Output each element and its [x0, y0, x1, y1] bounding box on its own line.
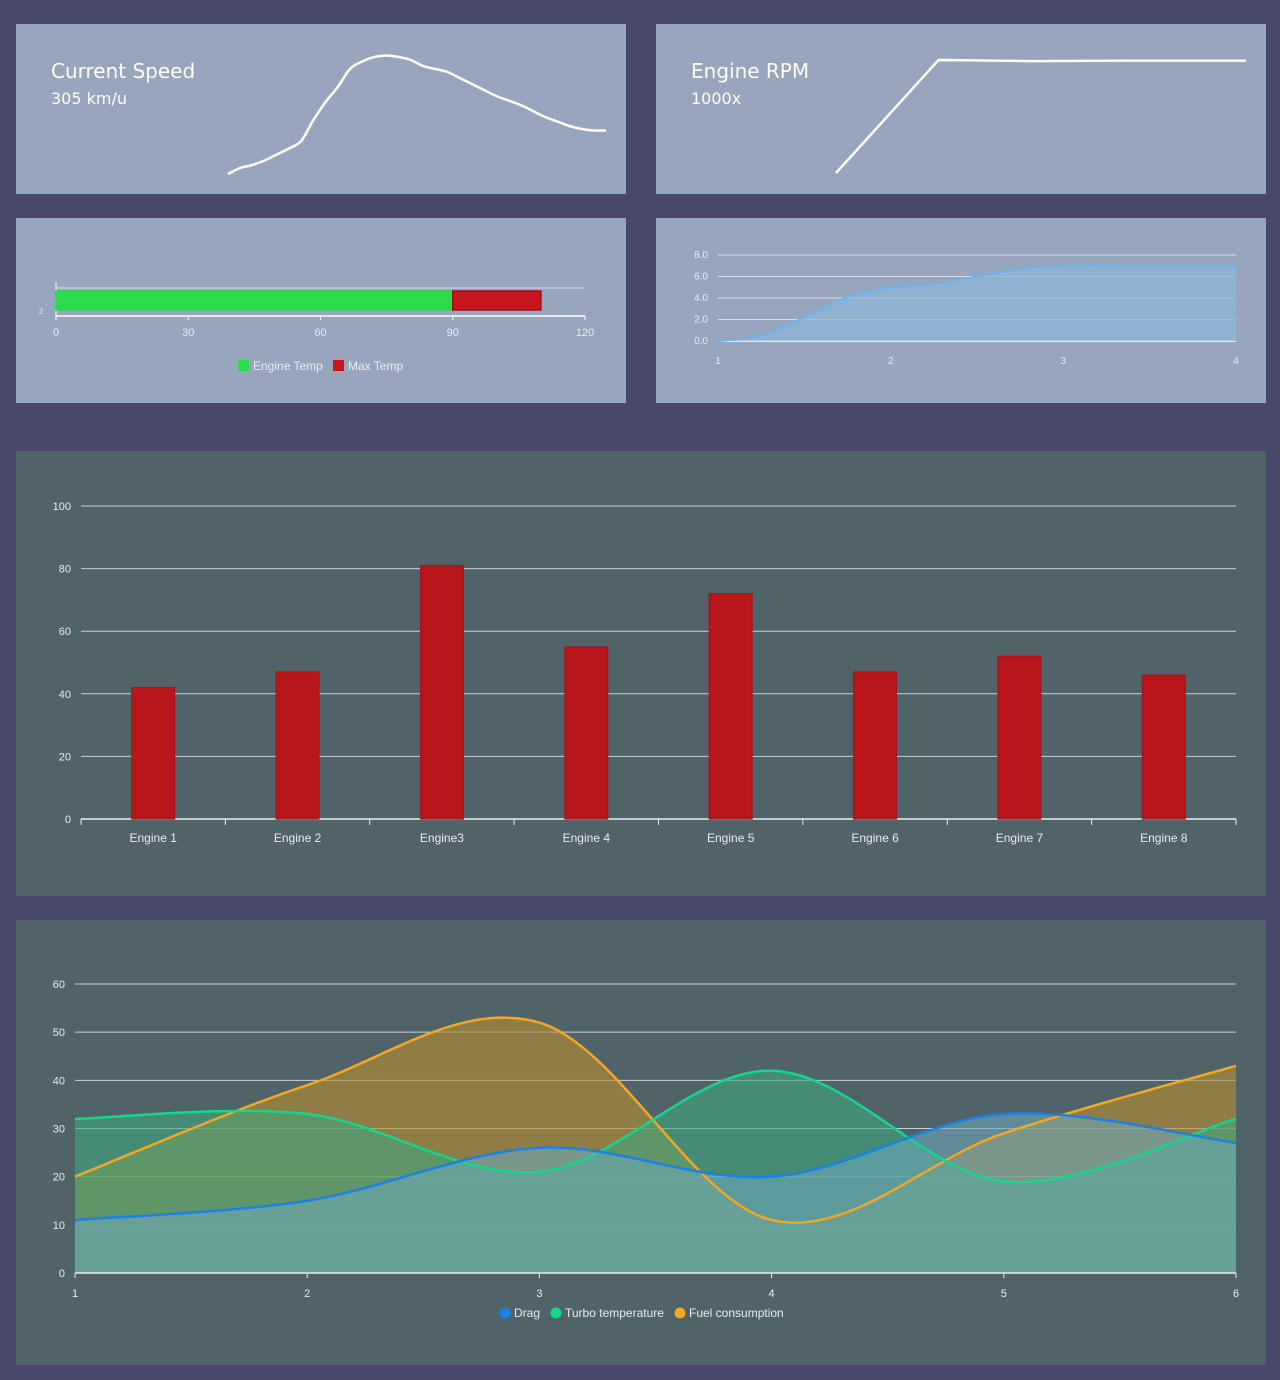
line-legend-label: Fuel consumption — [689, 1306, 784, 1320]
rpm-panel: Engine RPM 1000x — [656, 24, 1266, 194]
speed-value: 305 km/u — [51, 89, 128, 108]
engine-bar-3 — [419, 564, 464, 820]
line-y-tick: 20 — [53, 1172, 65, 1184]
area-y-tick: 0.0 — [694, 336, 708, 347]
series-line-drag — [74, 1112, 1237, 1222]
line-x-tick: 3 — [536, 1288, 542, 1300]
line-x-tick: 1 — [72, 1288, 78, 1300]
rpm-value: 1000x — [691, 89, 742, 108]
engine-temp-panel: 2 0 30 60 90 120 Engine Temp Max Temp — [16, 218, 626, 403]
speed-panel: Current Speed 305 km/u — [16, 24, 626, 194]
area-y-tick: 6.0 — [694, 272, 708, 283]
line-y-tick: 60 — [53, 979, 65, 991]
temp-legend-swatch — [238, 360, 249, 371]
engine-bar-8 — [1141, 674, 1186, 820]
line-y-tick: 30 — [53, 1124, 65, 1136]
engine-bar-1 — [131, 687, 176, 820]
metrics-line-panel: 0 10 20 30 40 50 60 1 2 3 4 5 6 Drag Turbo temperature… — [16, 920, 1266, 1365]
line-y-tick: 40 — [53, 1075, 65, 1087]
bar-y-tick: 40 — [59, 689, 71, 701]
area-chart: 0.0 2.0 4.0 6.0 8.0 1 2 3 4 — [694, 250, 1239, 367]
area-line — [717, 264, 1236, 342]
line-legend-swatch — [550, 1307, 562, 1319]
bar-y-tick: 0 — [65, 814, 71, 826]
area-x-tick: 4 — [1233, 356, 1239, 367]
line-x-tick: 6 — [1233, 1288, 1239, 1300]
rpm-line — [835, 58, 1246, 174]
temp-bar-0 — [55, 290, 454, 311]
area-fill — [718, 265, 1236, 341]
bar-category-label: Engine 4 — [563, 831, 611, 845]
line-legend-label: Drag — [514, 1306, 540, 1320]
temp-legend-label: Engine Temp — [253, 359, 323, 373]
temp-x-tick: 30 — [182, 327, 194, 339]
temp-x-tick: 90 — [447, 327, 459, 339]
engine-bar-4 — [564, 646, 609, 820]
temp-x-tick: 0 — [53, 327, 59, 339]
engine-bar-2 — [275, 671, 320, 820]
speed-title: Current Speed — [51, 59, 196, 83]
engine-bar-5 — [708, 593, 753, 820]
line-y-tick: 50 — [53, 1027, 65, 1039]
metrics-line-chart: 0 10 20 30 40 50 60 1 2 3 4 5 6 Drag Turbo temperature… — [53, 979, 1239, 1320]
temp-y-tick: 2 — [39, 307, 44, 316]
engine-bar-7 — [997, 655, 1042, 820]
rpm-sparkline — [835, 58, 1246, 174]
line-y-tick: 0 — [59, 1268, 65, 1280]
bar-y-tick: 60 — [59, 626, 71, 638]
line-y-tick: 10 — [53, 1220, 65, 1232]
bar-category-label: Engine3 — [420, 831, 464, 845]
line-legend-swatch — [499, 1307, 511, 1319]
area-x-tick: 1 — [715, 356, 721, 367]
temp-x-tick: 120 — [576, 327, 594, 339]
temp-bar-1 — [452, 290, 542, 311]
speed-line — [227, 54, 607, 176]
speed-sparkline — [227, 54, 607, 176]
engine-bar-chart: 0 20 40 60 80 100 Engine 1 Engine 2 Engine3 Engin… — [53, 501, 1237, 845]
area-panel: 0.0 2.0 4.0 6.0 8.0 1 2 3 4 — [656, 218, 1266, 403]
bar-category-label: Engine 2 — [274, 831, 322, 845]
engine-temp-chart: 2 0 30 60 90 120 Engine Temp Max Temp — [39, 282, 594, 373]
area-x-tick: 3 — [1061, 356, 1067, 367]
area-y-tick: 4.0 — [694, 293, 708, 304]
bar-category-label: Engine 7 — [996, 831, 1044, 845]
bar-category-label: Engine 1 — [130, 831, 178, 845]
bar-y-tick: 100 — [53, 501, 71, 513]
rpm-title: Engine RPM — [691, 59, 810, 83]
line-x-tick: 4 — [769, 1288, 775, 1300]
bar-category-label: Engine 8 — [1140, 831, 1188, 845]
area-x-tick: 2 — [888, 356, 894, 367]
line-legend-label: Turbo temperature — [565, 1306, 664, 1320]
temp-legend-label: Max Temp — [348, 359, 403, 373]
area-y-tick: 2.0 — [694, 315, 708, 326]
engine-bar-6 — [853, 671, 898, 820]
bar-category-label: Engine 6 — [851, 831, 899, 845]
temp-x-tick: 60 — [314, 327, 326, 339]
bar-category-label: Engine 5 — [707, 831, 755, 845]
line-x-tick: 5 — [1001, 1288, 1007, 1300]
bar-y-tick: 80 — [59, 564, 71, 576]
series-line-fuel-consumption — [74, 1016, 1237, 1224]
bar-y-tick: 20 — [59, 751, 71, 763]
temp-legend-swatch — [333, 360, 344, 371]
line-x-tick: 2 — [304, 1288, 310, 1300]
line-legend-swatch — [674, 1307, 686, 1319]
area-fill-drag — [75, 1113, 1236, 1273]
engine-bar-panel: 0 20 40 60 80 100 Engine 1 Engine 2 Engine3 Engin… — [16, 451, 1266, 896]
series-line-turbo-temperature — [74, 1069, 1237, 1184]
area-y-tick: 8.0 — [694, 250, 708, 261]
